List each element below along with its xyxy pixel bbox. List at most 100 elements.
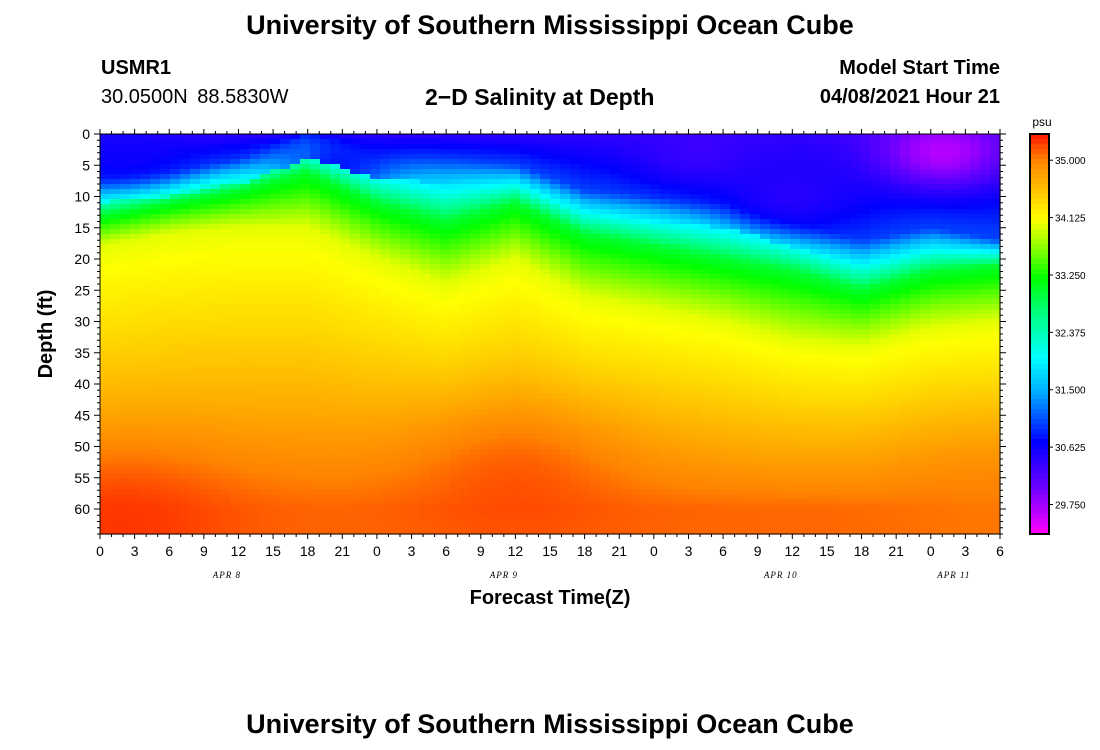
heatmap-cell xyxy=(270,259,281,265)
heatmap-cell xyxy=(400,334,411,340)
heatmap-cell xyxy=(900,289,911,295)
heatmap-cell xyxy=(280,194,291,200)
heatmap-cell xyxy=(330,249,341,255)
heatmap-cell xyxy=(120,254,131,260)
heatmap-cell xyxy=(950,134,961,140)
heatmap-cell xyxy=(800,234,811,240)
heatmap-cell xyxy=(330,314,341,320)
heatmap-cell xyxy=(380,369,391,375)
heatmap-cell xyxy=(360,184,371,190)
heatmap-cell xyxy=(670,384,681,390)
heatmap-cell xyxy=(150,189,161,195)
heatmap-cell xyxy=(910,394,921,400)
heatmap-cell xyxy=(450,404,461,410)
heatmap-cell xyxy=(580,319,591,325)
heatmap-cell xyxy=(500,324,511,330)
heatmap-cell xyxy=(710,364,721,370)
heatmap-cell xyxy=(500,244,511,250)
heatmap-cell xyxy=(330,224,341,230)
heatmap-cell xyxy=(800,249,811,255)
heatmap-cell xyxy=(300,334,311,340)
heatmap-cell xyxy=(280,339,291,345)
heatmap-cell xyxy=(600,299,611,305)
heatmap-cell xyxy=(540,324,551,330)
heatmap-cell xyxy=(150,134,161,140)
heatmap-cell xyxy=(600,239,611,245)
heatmap-cell xyxy=(210,139,221,145)
heatmap-cell xyxy=(740,254,751,260)
heatmap-cell xyxy=(610,174,621,180)
heatmap-cell xyxy=(690,284,701,290)
heatmap-cell xyxy=(320,229,331,235)
heatmap-cell xyxy=(810,229,821,235)
heatmap-cell xyxy=(930,349,941,355)
heatmap-cell xyxy=(530,349,541,355)
heatmap-cell xyxy=(520,284,531,290)
heatmap-cell xyxy=(830,189,841,195)
heatmap-cell xyxy=(180,224,191,230)
heatmap-cell xyxy=(520,164,531,170)
heatmap-cell xyxy=(660,229,671,235)
heatmap-cell xyxy=(650,169,661,175)
heatmap-cell xyxy=(290,284,301,290)
heatmap-cell xyxy=(220,394,231,400)
heatmap-cell xyxy=(270,244,281,250)
heatmap-cell xyxy=(850,239,861,245)
heatmap-cell xyxy=(260,319,271,325)
heatmap-cell xyxy=(310,279,321,285)
heatmap-cell xyxy=(780,279,791,285)
heatmap-cell xyxy=(240,404,251,410)
heatmap-cell xyxy=(470,149,481,155)
heatmap-cell xyxy=(480,384,491,390)
heatmap-cell xyxy=(820,324,831,330)
heatmap-cell xyxy=(130,164,141,170)
heatmap-cell xyxy=(340,304,351,310)
heatmap-cell xyxy=(940,244,951,250)
heatmap-cell xyxy=(280,399,291,405)
heatmap-cell xyxy=(170,269,181,275)
heatmap-cell xyxy=(140,354,151,360)
heatmap-cell xyxy=(100,174,111,180)
heatmap-cell xyxy=(280,344,291,350)
heatmap-cell xyxy=(440,239,451,245)
heatmap-cell xyxy=(670,329,681,335)
heatmap-cell xyxy=(420,299,431,305)
heatmap-cell xyxy=(990,269,1001,275)
heatmap-cell xyxy=(840,334,851,340)
heatmap-cell xyxy=(320,169,331,175)
heatmap-cell xyxy=(470,409,481,415)
heatmap-cell xyxy=(470,179,481,185)
heatmap-cell xyxy=(660,219,671,225)
heatmap-cell xyxy=(920,149,931,155)
heatmap-cell xyxy=(550,254,561,260)
heatmap-cell xyxy=(270,319,281,325)
heatmap-cell xyxy=(950,254,961,260)
heatmap-cell xyxy=(430,359,441,365)
heatmap-cell xyxy=(430,174,441,180)
heatmap-cell xyxy=(140,144,151,150)
heatmap-cell xyxy=(230,374,241,380)
heatmap-cell xyxy=(340,359,351,365)
heatmap-cell xyxy=(420,339,431,345)
heatmap-cell xyxy=(840,394,851,400)
heatmap-cell xyxy=(500,359,511,365)
heatmap-cell xyxy=(220,384,231,390)
heatmap-cell xyxy=(880,384,891,390)
heatmap-cell xyxy=(260,404,271,410)
heatmap-cell xyxy=(850,329,861,335)
heatmap-cell xyxy=(700,134,711,140)
heatmap-cell xyxy=(260,259,271,265)
heatmap-cell xyxy=(550,339,561,345)
heatmap-cell xyxy=(140,284,151,290)
heatmap-cell xyxy=(860,154,871,160)
heatmap-cell xyxy=(370,319,381,325)
heatmap-cell xyxy=(580,349,591,355)
heatmap-cell xyxy=(220,349,231,355)
heatmap-cell xyxy=(810,294,821,300)
heatmap-cell xyxy=(560,214,571,220)
heatmap-cell xyxy=(920,264,931,270)
heatmap-cell xyxy=(740,384,751,390)
heatmap-cell xyxy=(610,284,621,290)
heatmap-cell xyxy=(640,319,651,325)
heatmap-cell xyxy=(940,144,951,150)
